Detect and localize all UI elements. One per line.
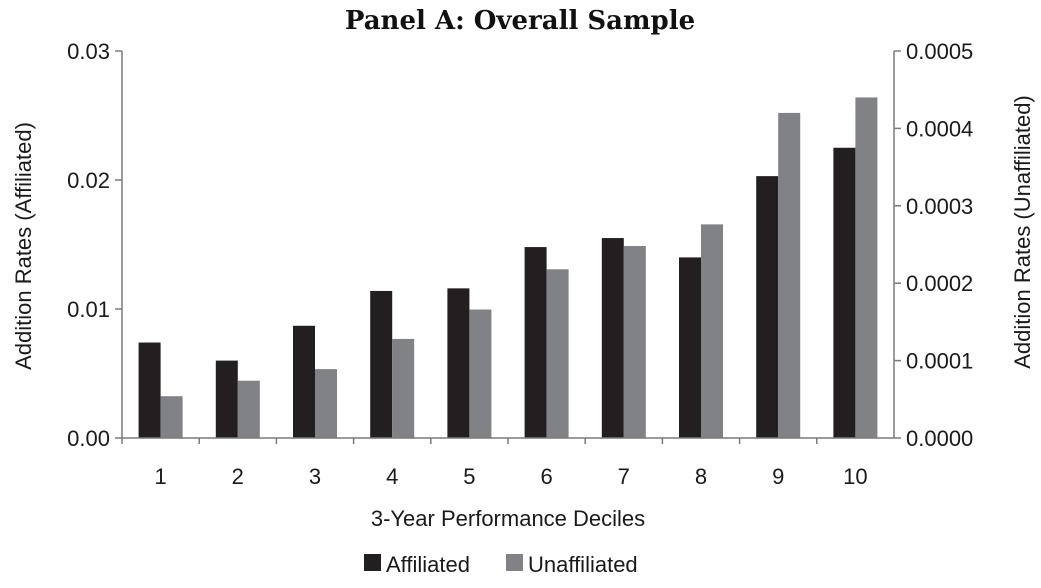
y-right-tick-label: 0.0005 — [906, 39, 973, 64]
bar-unaffiliated-10 — [855, 97, 878, 438]
bars-group — [138, 97, 878, 439]
bar-affiliated-9 — [756, 176, 779, 438]
y-left-tick-label: 0.03 — [67, 39, 110, 64]
bar-unaffiliated-3 — [315, 369, 337, 438]
chart-title: Panel A: Overall Sample — [345, 6, 695, 36]
y-left-tick-label: 0.02 — [67, 168, 110, 193]
bar-unaffiliated-7 — [623, 246, 646, 438]
y-right-tick-label: 0.0001 — [906, 349, 973, 374]
x-tick-label: 6 — [540, 464, 552, 489]
bar-affiliated-10 — [833, 147, 856, 438]
y-right-tick-labels: 0.0000 0.0001 0.0002 0.0003 0.0004 0.0005 — [906, 39, 973, 451]
bar-affiliated-4 — [370, 290, 393, 438]
bar-affiliated-6 — [524, 247, 547, 438]
bar-affiliated-7 — [601, 238, 624, 438]
bar-affiliated-2 — [215, 360, 238, 438]
legend-label-affiliated: Affiliated — [386, 552, 470, 577]
bar-affiliated-5 — [447, 288, 470, 438]
x-tick-labels: 1 2 3 4 5 6 7 8 9 10 — [154, 464, 867, 489]
axes-group — [115, 50, 901, 444]
bar-affiliated-1 — [138, 342, 161, 438]
bar-unaffiliated-8 — [701, 224, 723, 438]
bar-unaffiliated-6 — [546, 269, 569, 438]
bar-unaffiliated-4 — [392, 338, 415, 438]
legend-swatch-unaffiliated — [506, 554, 523, 571]
x-tick-label: 10 — [843, 464, 867, 489]
x-tick-label: 9 — [772, 464, 784, 489]
legend-label-unaffiliated: Unaffiliated — [528, 552, 638, 577]
x-tick-label: 8 — [695, 464, 707, 489]
bar-unaffiliated-2 — [237, 380, 260, 438]
x-axis-label: 3-Year Performance Deciles — [371, 506, 645, 531]
y-left-tick-label: 0.00 — [67, 426, 110, 451]
x-tick-label: 5 — [463, 464, 475, 489]
legend: Affiliated Unaffiliated — [364, 552, 638, 577]
bar-affiliated-3 — [293, 325, 315, 438]
y-right-tick-label: 0.0000 — [906, 426, 973, 451]
y-left-tick-labels: 0.00 0.01 0.02 0.03 — [67, 39, 110, 451]
bar-unaffiliated-5 — [469, 309, 492, 438]
x-tick-label: 3 — [309, 464, 321, 489]
y-left-axis-label: Addition Rates (Affiliated) — [11, 122, 36, 370]
bar-unaffiliated-9 — [778, 112, 801, 439]
x-tick-label: 1 — [154, 464, 166, 489]
y-right-axis-label: Addition Rates (Unaffiliated) — [1010, 95, 1035, 369]
bar-unaffiliated-1 — [160, 396, 183, 438]
bar-affiliated-8 — [679, 257, 701, 438]
x-tick-label: 4 — [386, 464, 398, 489]
x-tick-label: 2 — [232, 464, 244, 489]
y-right-tick-label: 0.0004 — [906, 116, 973, 141]
x-tick-label: 7 — [618, 464, 630, 489]
y-right-tick-label: 0.0003 — [906, 194, 973, 219]
y-left-tick-label: 0.01 — [67, 297, 110, 322]
legend-swatch-affiliated — [364, 554, 381, 571]
y-right-tick-label: 0.0002 — [906, 271, 973, 296]
